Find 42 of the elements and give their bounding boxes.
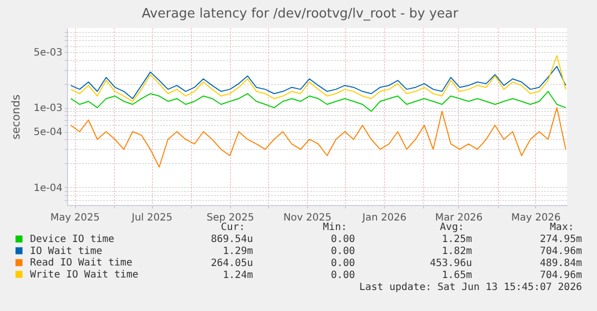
- legend-label: IO Wait time: [30, 246, 102, 257]
- legend-label: Write IO Wait time: [30, 269, 138, 280]
- text: Avg:: [440, 222, 464, 233]
- y-tick-label: 5e-03: [34, 47, 62, 58]
- text: 1.29m: [222, 246, 253, 257]
- text: Cur:: [220, 222, 245, 233]
- legend-label: Device IO time: [30, 234, 114, 245]
- line-series: [70, 55, 566, 102]
- text: Min:: [322, 222, 347, 233]
- text: Last update: Sat Jun 13 15:45:07 2026: [359, 282, 582, 293]
- y-tick-label: 1e-03: [34, 103, 62, 114]
- text: Max:: [550, 222, 574, 233]
- text: 1.65m: [442, 270, 472, 281]
- x-tick-label: May 2026: [511, 212, 561, 224]
- text: 264.05u: [210, 258, 253, 269]
- y-tick-label: 5e-04: [34, 127, 62, 138]
- chart-title: Average latency for /dev/rootvg/lv_root - by year: [142, 6, 459, 22]
- x-tick-label: Mar 2026: [435, 212, 483, 224]
- text: 0.00: [330, 270, 355, 281]
- text: 0.00: [330, 246, 355, 257]
- text: 0.00: [330, 234, 355, 245]
- x-tick-label: May 2025: [50, 212, 100, 224]
- text: 1.24m: [222, 270, 253, 281]
- y-axis-title: seconds: [10, 94, 23, 140]
- text: 704.96m: [540, 270, 582, 281]
- text: 489.84m: [540, 258, 582, 269]
- x-tick-label: Jul 2025: [130, 212, 172, 224]
- line-series: [70, 66, 566, 100]
- x-tick-label: Sep 2025: [206, 212, 254, 224]
- legend-label: Read IO Wait time: [30, 258, 132, 269]
- line-series: [70, 90, 566, 112]
- text: 0.00: [330, 258, 355, 269]
- text: 274.95m: [540, 234, 582, 245]
- x-tick-label: Jan 2026: [361, 212, 406, 224]
- x-tick-label: Nov 2025: [283, 212, 332, 224]
- text: 1.82m: [442, 246, 472, 257]
- text: 453.96u: [430, 258, 472, 269]
- text: 1.25m: [442, 234, 472, 245]
- text: 704.96m: [540, 246, 582, 257]
- text: 869.54u: [210, 234, 253, 245]
- y-tick-label: 1e-04: [34, 182, 62, 194]
- line-series: [70, 107, 566, 168]
